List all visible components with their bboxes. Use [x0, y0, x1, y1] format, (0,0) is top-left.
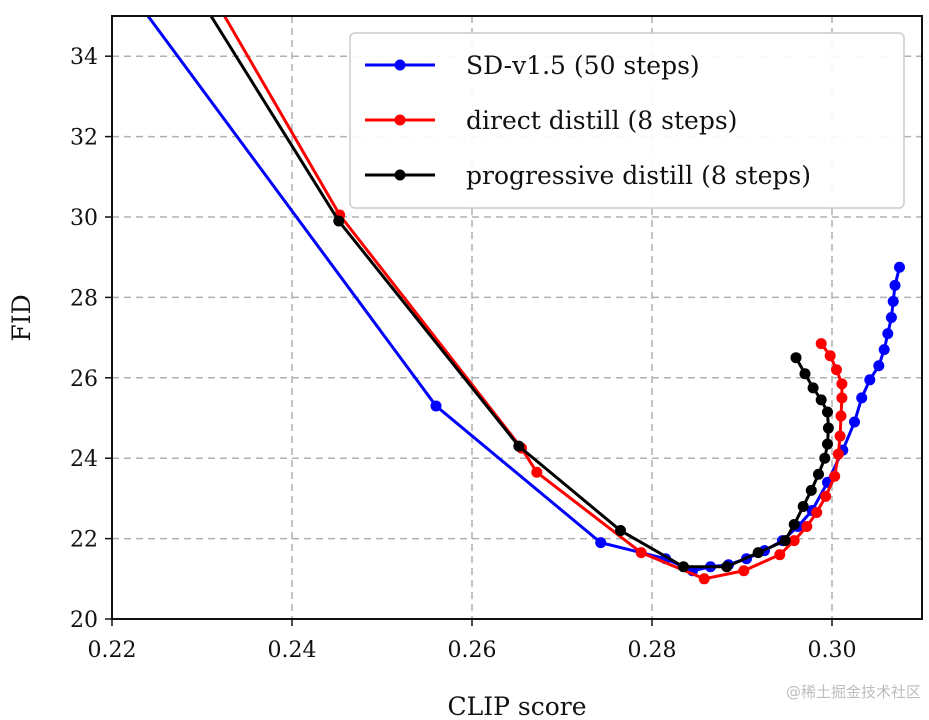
data-point: [824, 350, 836, 362]
y-axis-label: FID: [7, 294, 36, 341]
legend-marker: [394, 59, 406, 71]
x-axis-label: CLIP score: [447, 692, 586, 720]
data-point: [834, 430, 846, 442]
legend-entry: progressive distill (8 steps): [365, 161, 811, 190]
data-point: [882, 328, 894, 340]
legend-marker: [394, 114, 406, 126]
series-1: [223, 16, 848, 585]
data-point: [829, 470, 841, 482]
data-point: [805, 484, 817, 496]
data-point: [430, 400, 442, 412]
legend-marker: [394, 169, 406, 181]
y-tick-label: 20: [70, 608, 98, 633]
legend: SD-v1.5 (50 steps) direct distill (8 step…: [349, 32, 905, 209]
data-point: [698, 573, 710, 585]
plot-frame: [111, 15, 923, 620]
data-point: [595, 537, 607, 549]
ticks: 0.22 0.24 0.26 0.28 0.30 20 22 24 26 28 30 32 34: [70, 45, 856, 663]
series-layer: [146, 16, 905, 585]
data-point: [797, 500, 809, 512]
data-point: [885, 312, 897, 323]
data-point: [822, 406, 833, 418]
data-point: [836, 392, 848, 404]
y-tick-label: 30: [70, 206, 98, 231]
data-point: [820, 490, 832, 502]
y-tick-label: 26: [70, 367, 98, 392]
data-point: [873, 360, 885, 372]
y-tick-label: 22: [70, 528, 98, 553]
watermark: @稀土掘金技术社区: [786, 683, 921, 701]
data-point: [815, 394, 827, 406]
data-point: [813, 468, 824, 480]
data-point: [894, 261, 905, 273]
data-point: [531, 466, 543, 478]
data-point: [615, 525, 626, 537]
data-point: [801, 521, 813, 533]
y-tick-label: 28: [70, 286, 98, 311]
data-point: [819, 452, 831, 464]
x-tick-label: 0.30: [808, 638, 857, 663]
data-point: [788, 519, 800, 531]
data-point: [831, 364, 842, 376]
data-point: [513, 440, 525, 452]
x-tick-label: 0.26: [448, 638, 497, 663]
data-point: [822, 438, 833, 450]
data-point: [889, 279, 901, 291]
x-tick-label: 0.24: [268, 638, 317, 663]
data-point: [807, 382, 819, 394]
y-tick-label: 24: [70, 447, 98, 472]
data-point: [799, 368, 811, 380]
legend-entry: direct distill (8 steps): [365, 106, 737, 135]
series-2: [209, 16, 834, 573]
y-tick-label: 34: [70, 45, 98, 70]
x-tick-label: 0.28: [628, 638, 677, 663]
data-point: [721, 561, 733, 573]
data-point: [835, 410, 847, 422]
data-point: [774, 549, 786, 561]
data-point: [752, 547, 764, 559]
data-point: [790, 352, 802, 364]
data-point: [779, 535, 791, 547]
y-tick-label: 32: [70, 126, 98, 151]
data-point: [815, 338, 827, 350]
legend-box: [349, 32, 905, 209]
data-point: [635, 547, 647, 559]
data-point: [788, 535, 800, 547]
data-point: [887, 295, 899, 307]
data-point: [822, 422, 834, 434]
legend-label: direct distill (8 steps): [466, 106, 737, 135]
data-point: [836, 378, 848, 390]
data-point: [878, 344, 890, 356]
data-point: [856, 392, 868, 404]
data-point: [811, 506, 823, 518]
legend-label: progressive distill (8 steps): [466, 161, 811, 190]
x-tick-label: 0.22: [88, 638, 137, 663]
data-point: [849, 416, 860, 428]
legend-label: SD-v1.5 (50 steps): [466, 51, 700, 80]
data-point: [832, 448, 844, 460]
data-point: [678, 561, 689, 573]
data-point: [864, 374, 876, 386]
data-point: [738, 565, 750, 577]
data-point: [333, 215, 345, 227]
legend-entry: SD-v1.5 (50 steps): [365, 51, 700, 80]
